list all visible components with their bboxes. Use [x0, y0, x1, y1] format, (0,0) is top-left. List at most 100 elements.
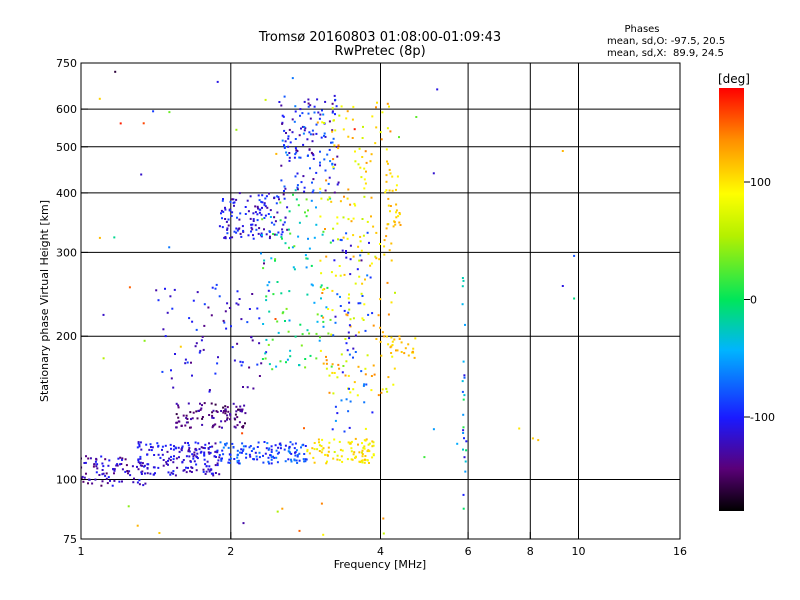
- data-point: [229, 418, 231, 421]
- data-point: [326, 153, 329, 156]
- data-point: [221, 449, 224, 452]
- data-point: [170, 369, 172, 372]
- data-point: [195, 410, 198, 413]
- data-point: [320, 197, 323, 200]
- data-point: [139, 441, 142, 444]
- data-point: [233, 458, 236, 460]
- data-point: [173, 445, 175, 448]
- data-point: [185, 455, 188, 458]
- data-point: [398, 213, 401, 216]
- data-point: [308, 332, 311, 335]
- data-point: [387, 204, 390, 207]
- data-point: [349, 391, 352, 394]
- data-point: [208, 414, 211, 416]
- data-point: [235, 198, 238, 201]
- data-point: [208, 470, 211, 473]
- data-point: [348, 308, 351, 311]
- data-point: [360, 459, 363, 462]
- data-point: [290, 458, 292, 461]
- data-point: [366, 274, 369, 277]
- data-point: [143, 464, 146, 467]
- data-point: [356, 268, 359, 271]
- data-point: [148, 448, 151, 451]
- data-point: [393, 338, 396, 341]
- data-point: [305, 215, 308, 218]
- data-point: [170, 471, 173, 474]
- data-point: [336, 216, 339, 219]
- data-point: [330, 271, 333, 274]
- data-point: [304, 358, 307, 360]
- data-point: [379, 131, 382, 134]
- data-point: [239, 408, 242, 411]
- data-point: [303, 126, 306, 128]
- data-point: [327, 308, 330, 310]
- data-point: [279, 442, 282, 445]
- data-point: [100, 484, 103, 487]
- data-point: [366, 459, 369, 461]
- data-point: [203, 447, 206, 450]
- data-point: [82, 480, 85, 483]
- data-point: [273, 216, 276, 219]
- data-point: [321, 109, 323, 112]
- data-point: [303, 427, 305, 430]
- data-point: [370, 375, 373, 377]
- data-point: [244, 422, 246, 425]
- data-point: [199, 402, 201, 405]
- data-point: [236, 453, 239, 456]
- data-point: [128, 470, 131, 473]
- data-point: [139, 461, 142, 464]
- data-point: [247, 210, 250, 213]
- data-point: [240, 451, 243, 454]
- data-point: [242, 445, 245, 448]
- data-point: [313, 236, 316, 239]
- data-point: [255, 455, 258, 458]
- data-point: [264, 357, 267, 360]
- data-point: [262, 323, 265, 325]
- data-point: [307, 112, 310, 115]
- data-point: [372, 225, 375, 228]
- data-point: [461, 277, 464, 279]
- data-point: [386, 281, 389, 284]
- data-point: [385, 180, 388, 183]
- data-point: [213, 455, 216, 458]
- data-point: [325, 367, 328, 370]
- data-point: [278, 451, 280, 454]
- data-point: [319, 191, 322, 194]
- data-point: [210, 314, 213, 317]
- data-point: [195, 449, 198, 452]
- data-point: [310, 151, 313, 154]
- data-point: [106, 482, 109, 485]
- data-point: [278, 198, 280, 201]
- data-point: [322, 230, 325, 233]
- data-point: [369, 264, 372, 267]
- data-point: [309, 167, 311, 170]
- data-point: [337, 363, 340, 366]
- data-point: [363, 447, 366, 450]
- data-point: [291, 131, 294, 134]
- data-point: [319, 286, 322, 289]
- data-point: [268, 447, 271, 450]
- data-point: [176, 466, 179, 469]
- data-point: [258, 208, 261, 211]
- data-point: [246, 321, 249, 324]
- data-point: [242, 425, 245, 427]
- data-point: [319, 336, 321, 339]
- data-point: [375, 126, 378, 129]
- data-point: [391, 355, 394, 358]
- data-point: [325, 179, 328, 182]
- y-tick-label: 400: [56, 187, 77, 200]
- data-point: [210, 468, 212, 471]
- data-point: [232, 446, 235, 448]
- data-point: [388, 249, 391, 252]
- data-point: [188, 447, 191, 450]
- data-point: [282, 193, 285, 196]
- data-point: [207, 451, 210, 454]
- data-point: [461, 303, 464, 306]
- data-point: [359, 254, 362, 257]
- data-point: [288, 128, 291, 131]
- data-point: [226, 228, 229, 231]
- data-point: [295, 198, 298, 201]
- data-point: [250, 226, 253, 229]
- data-point: [336, 412, 339, 415]
- data-point: [211, 472, 214, 475]
